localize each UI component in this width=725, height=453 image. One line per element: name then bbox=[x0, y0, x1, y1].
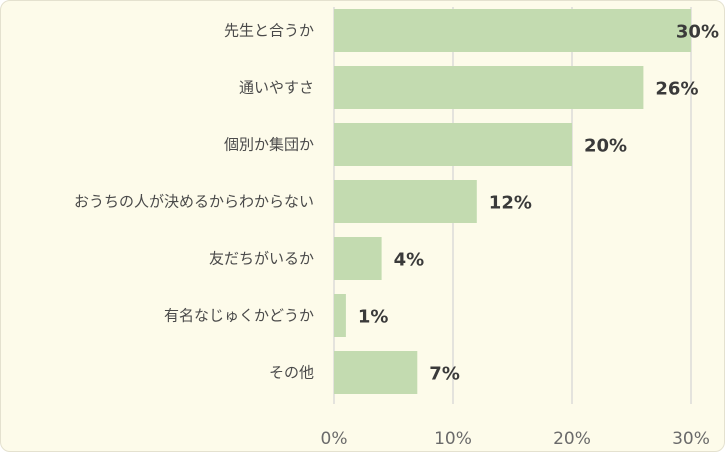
value-label: 20% bbox=[584, 136, 627, 157]
bar bbox=[334, 66, 644, 109]
x-tick-label: 30% bbox=[672, 429, 710, 449]
value-label: 30% bbox=[676, 22, 719, 43]
category-label: おうちの人が決めるからわからない bbox=[74, 193, 314, 211]
category-label: その他 bbox=[269, 364, 314, 382]
category-label: 有名なじゅくかどうか bbox=[164, 307, 314, 325]
bar bbox=[334, 123, 572, 166]
bar bbox=[334, 294, 346, 337]
x-tick-label: 10% bbox=[434, 429, 472, 449]
category-label: 通いやすさ bbox=[239, 79, 314, 97]
value-label: 12% bbox=[489, 193, 532, 214]
value-label: 4% bbox=[394, 250, 425, 271]
value-label: 7% bbox=[429, 364, 460, 385]
bar bbox=[334, 180, 477, 223]
bar bbox=[334, 237, 382, 280]
value-label: 1% bbox=[358, 307, 389, 328]
bar bbox=[334, 351, 418, 394]
value-label: 26% bbox=[655, 79, 698, 100]
category-label: 先生と合うか bbox=[224, 22, 314, 40]
x-tick-label: 20% bbox=[553, 429, 591, 449]
category-label: 個別か集団か bbox=[224, 136, 314, 154]
bar bbox=[334, 9, 691, 52]
category-label: 友だちがいるか bbox=[209, 250, 314, 268]
x-tick-label: 0% bbox=[321, 429, 348, 449]
